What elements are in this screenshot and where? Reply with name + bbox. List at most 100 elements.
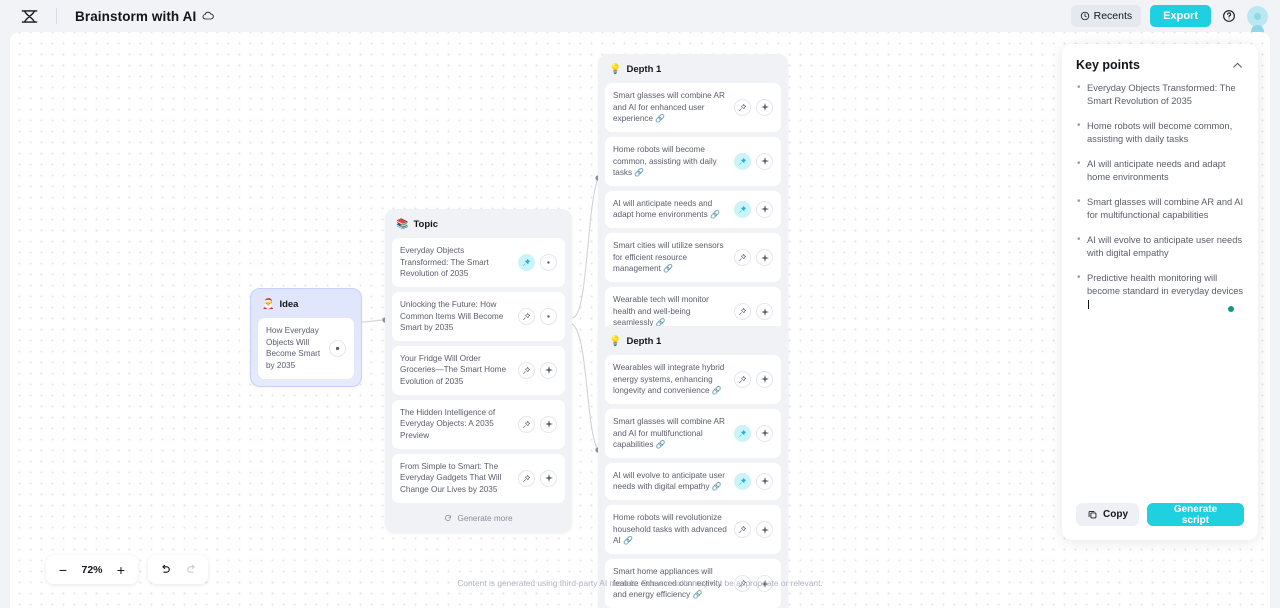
sparkle-icon[interactable] [756,98,773,116]
recents-label: Recents [1093,10,1133,22]
key-point-item: AI will anticipate needs and adapt home … [1076,157,1244,185]
avatar[interactable] [1247,5,1268,32]
pin-icon[interactable] [734,575,751,592]
undo-icon[interactable] [152,558,178,581]
zoom-out-button[interactable]: − [50,558,76,581]
focus-dot-icon[interactable] [540,253,557,271]
depth-item-text: AI will evolve to anticipate user needs … [613,470,725,492]
item-actions [734,521,773,539]
key-points-footer: Copy Generate script [1062,493,1258,540]
sparkle-icon[interactable] [756,152,773,170]
item-actions [734,98,773,116]
link-icon: 🔗 [711,386,722,396]
ai-disclaimer: Content is generated using third-party A… [457,578,823,588]
item-actions [734,200,773,218]
question-mark-icon[interactable] [1220,7,1238,25]
sparkle-icon[interactable] [756,575,773,592]
item-actions [518,415,557,433]
generate-more-button[interactable]: Generate more [392,508,565,526]
sparkle-icon[interactable] [540,361,557,379]
link-icon: 🔗 [623,536,633,546]
focus-dot-icon[interactable] [540,307,557,325]
pin-icon[interactable] [518,415,535,433]
list-item[interactable]: Wearables will integrate hybrid energy s… [605,355,781,404]
mindmap-canvas[interactable]: 🎅 Idea How Everyday Objects Will Become … [10,32,1270,608]
redo-icon[interactable] [178,558,204,581]
page-title: Brainstorm with AI [75,9,215,24]
depth-item-text: Smart glasses will combine AR and AI for… [613,416,725,450]
zoom-in-button[interactable]: + [108,558,134,581]
pin-icon[interactable] [518,361,535,379]
sparkle-icon[interactable] [756,370,773,388]
pin-icon[interactable] [518,253,535,271]
list-item[interactable]: Home robots will revolutionize household… [605,505,781,555]
sparkle-icon[interactable] [756,249,773,267]
list-item[interactable]: AI will evolve to anticipate user needs … [605,462,781,501]
sparkle-icon[interactable] [756,200,773,218]
item-actions [329,339,346,357]
list-item[interactable]: Unlocking the Future: How Common Items W… [392,291,565,341]
node-depth1-b[interactable]: 💡 Depth 1 Wearables will integrate hybri… [598,326,788,608]
pin-icon[interactable] [734,370,751,388]
pin-icon[interactable] [734,303,751,320]
list-item[interactable]: Smart glasses will combine AR and AI for… [605,83,781,132]
sparkle-icon[interactable] [540,415,557,433]
sparkle-icon[interactable] [540,469,557,487]
zoom-level-value[interactable]: 72% [81,563,103,576]
topic-item-text: Your Fridge Will Order Groceries—The Sma… [400,353,507,387]
depth-item-text: Home robots will revolutionize household… [613,513,727,546]
copy-button[interactable]: Copy [1076,503,1139,526]
list-item[interactable]: The Hidden Intelligence of Everyday Obje… [392,399,565,449]
sparkle-icon[interactable] [756,303,773,320]
list-item[interactable]: Smart glasses will combine AR and AI for… [605,408,781,458]
books-emoji-icon: 📚 [396,218,409,230]
pin-icon[interactable] [734,521,751,539]
chevron-up-icon[interactable] [1231,59,1244,72]
history-toolbar [148,555,208,584]
node-idea-title: Idea [279,299,299,310]
pin-icon[interactable] [734,98,751,116]
pin-icon[interactable] [734,424,751,442]
list-item[interactable]: From Simple to Smart: The Everyday Gadge… [392,453,565,503]
list-item[interactable]: AI will anticipate needs and adapt home … [605,190,781,229]
depth-item-text: Home robots will become common, assistin… [613,144,717,178]
copy-label: Copy [1103,509,1128,520]
node-depth1-a-title: Depth 1 [626,64,662,75]
cloud-sync-icon [202,10,215,22]
capcut-logo-icon[interactable] [18,5,40,27]
link-icon: 🔗 [711,482,722,492]
pin-icon[interactable] [734,152,751,170]
text-caret [1088,299,1089,309]
list-item[interactable]: How Everyday Objects Will Become Smart b… [258,318,354,379]
list-item[interactable]: Smart home appliances will feature enhan… [605,559,781,608]
list-item[interactable]: Home robots will become common, assistin… [605,136,781,186]
pin-icon[interactable] [734,200,751,218]
pin-icon[interactable] [734,472,751,490]
key-points-body[interactable]: Everyday Objects Transformed: The Smart … [1062,78,1258,493]
list-item[interactable]: Everyday Objects Transformed: The Smart … [392,238,565,287]
pin-icon[interactable] [518,469,535,487]
key-point-item: Smart glasses will combine AR and AI for… [1076,195,1244,223]
refresh-icon [444,514,452,522]
list-item[interactable]: Your Fridge Will Order Groceries—The Sma… [392,345,565,395]
focus-dot-icon[interactable] [329,339,346,357]
sparkle-icon[interactable] [756,472,773,490]
key-points-panel: Key points Everyday Objects Transformed:… [1062,44,1258,540]
sparkle-icon[interactable] [756,521,773,539]
zoom-toolbar: − 72% + [46,555,138,584]
export-button[interactable]: Export [1150,5,1211,27]
topic-item-text: Unlocking the Future: How Common Items W… [400,299,504,333]
item-actions [734,249,773,267]
generate-script-button[interactable]: Generate script [1147,503,1244,526]
node-idea[interactable]: 🎅 Idea How Everyday Objects Will Become … [250,288,362,387]
pin-icon[interactable] [518,307,535,325]
app-header: Brainstorm with AI Recents Export [0,0,1280,32]
recents-button[interactable]: Recents [1070,5,1142,27]
sparkle-icon[interactable] [756,424,773,442]
status-dot [1228,306,1234,313]
node-topic[interactable]: 📚 Topic Everyday Objects Transformed: Th… [385,209,572,533]
node-depth1-b-title: Depth 1 [626,336,662,347]
key-points-title: Key points [1076,58,1140,72]
pin-icon[interactable] [734,249,751,267]
list-item[interactable]: Smart cities will utilize sensors for ef… [605,233,781,283]
